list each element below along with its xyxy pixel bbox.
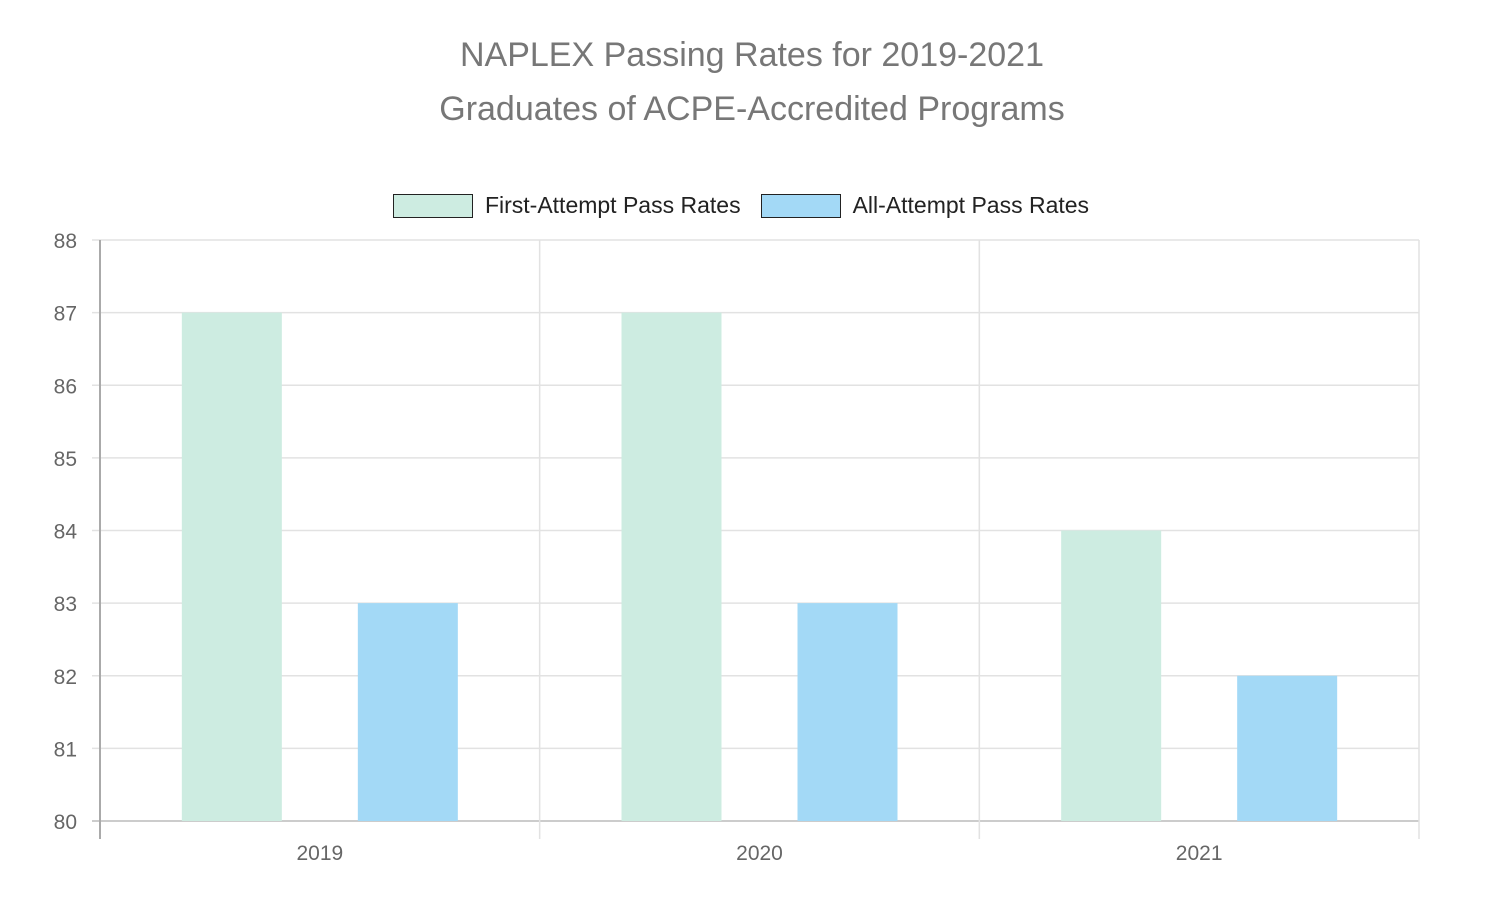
x-tick-label: 2021 (1176, 842, 1223, 865)
legend-swatch-all-attempt (760, 193, 841, 218)
chart-title-line-1: NAPLEX Passing Rates for 2019-2021 (459, 36, 1044, 74)
y-tick-label: 82 (54, 666, 77, 689)
y-tick-label: 81 (54, 738, 77, 761)
legend-label-first-attempt: First-Attempt Pass Rates (484, 192, 741, 218)
legend-item-first-attempt[interactable]: First-Attempt Pass Rates (392, 192, 741, 219)
bar-first-attempt-2019 (181, 312, 282, 821)
bar-first-attempt-2020 (621, 312, 722, 821)
legend-swatch-first-attempt (392, 193, 473, 218)
y-tick-label: 80 (54, 811, 77, 834)
x-tick-label: 2019 (296, 842, 343, 865)
bar-all-attempt-2021 (1237, 675, 1338, 821)
chart-legend: First-Attempt Pass Rates All-Attempt Pas… (0, 192, 1482, 219)
y-tick-label: 86 (54, 375, 77, 398)
x-tick-label: 2020 (736, 842, 783, 865)
y-tick-label: 87 (54, 303, 77, 326)
legend-item-all-attempt[interactable]: All-Attempt Pass Rates (760, 192, 1090, 219)
y-tick-label: 84 (54, 521, 78, 544)
y-tick-label: 88 (54, 230, 77, 253)
bar-all-attempt-2020 (797, 603, 898, 821)
bar-first-attempt-2021 (1061, 530, 1162, 821)
y-tick-label: 85 (54, 448, 77, 471)
chart-title-line-2: Graduates of ACPE-Accredited Programs (439, 90, 1065, 128)
chart-title: NAPLEX Passing Rates for 2019-2021 Gradu… (0, 28, 1486, 136)
y-tick-label: 83 (54, 593, 77, 616)
legend-label-all-attempt: All-Attempt Pass Rates (852, 192, 1090, 218)
bar-all-attempt-2019 (357, 603, 458, 821)
